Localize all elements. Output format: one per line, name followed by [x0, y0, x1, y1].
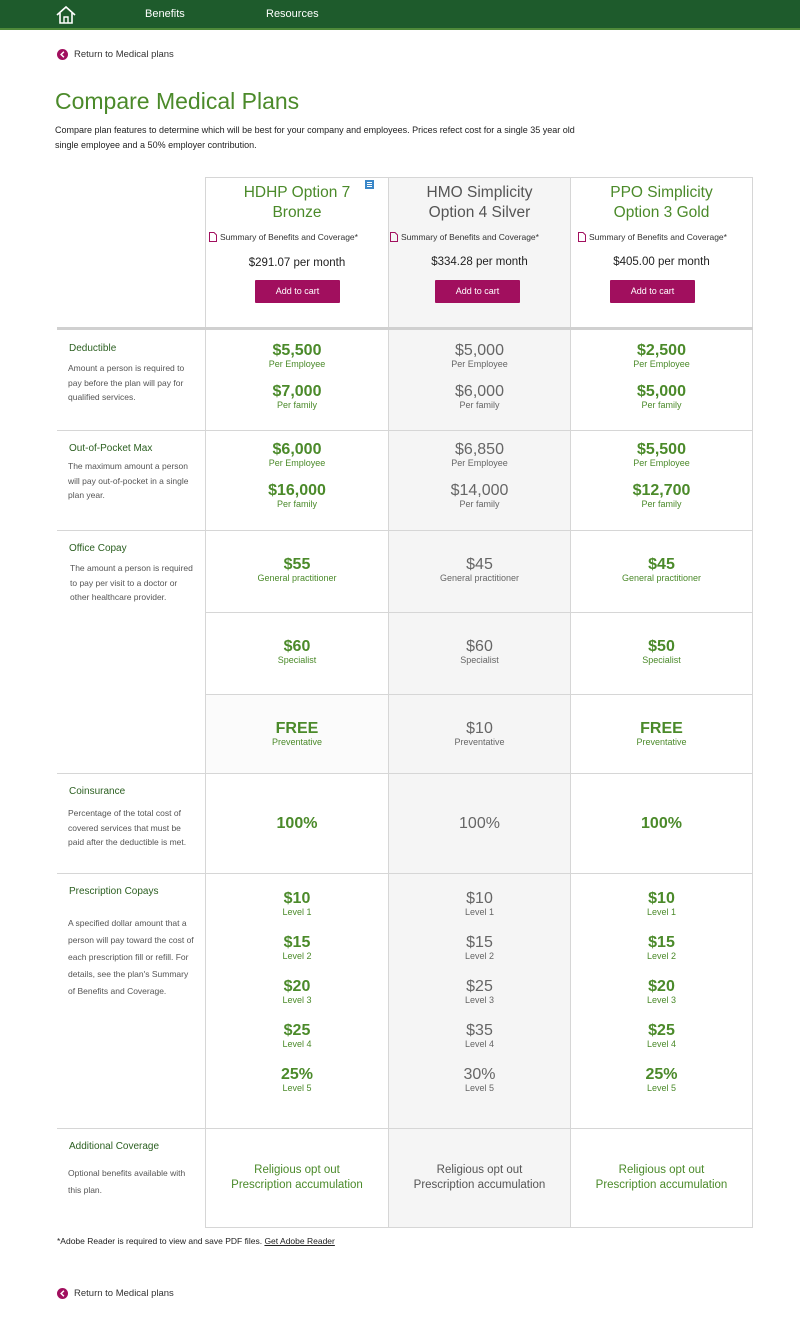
- footnote: *Adobe Reader is required to view and sa…: [57, 1236, 335, 1246]
- plan-name-hdhp: HDHP Option 7 Bronze: [243, 184, 351, 221]
- rx-hmo: $10 Level 1 $15 Level 2 $25 Level 3 $35 Leve…: [463, 890, 496, 1093]
- document-icon: [578, 232, 586, 242]
- oop-hmo: $6,850 Per Employee $14,000 Per family: [450, 441, 509, 509]
- row-divider: [57, 773, 753, 774]
- row-divider: [205, 177, 753, 178]
- copay-preventative-hmo: $10 Preventative: [454, 720, 505, 747]
- sbc-link-hdhp[interactable]: Summary of Benefits and Coverage*: [209, 232, 358, 242]
- top-nav-bar: Benefits Resources: [0, 0, 800, 30]
- home-icon[interactable]: [55, 4, 77, 26]
- copay-specialist-hdhp: $60 Specialist: [277, 638, 317, 665]
- sbc-link-ppo[interactable]: Summary of Benefits and Coverage*: [578, 232, 727, 242]
- plan-name-hmo: HMO Simplicity Option 4 Silver: [426, 184, 533, 221]
- copay-specialist-ppo: $50 Specialist: [642, 638, 681, 665]
- additional-ppo: Religious opt out Prescription accumulati…: [595, 1164, 728, 1191]
- coinsurance-hmo: 100%: [459, 815, 500, 832]
- price-hmo: $334.28 per month: [431, 256, 528, 268]
- oop-ppo: $5,500 Per Employee $12,700 Per family: [632, 441, 691, 509]
- copay-gp-hmo: $45 General practitioner: [439, 556, 520, 583]
- row-desc-rx: A specified dollar amount that a person …: [68, 918, 194, 996]
- row-desc-additional: Optional benefits available with this pl…: [68, 1168, 186, 1195]
- intro-text: Compare plan features to determine which…: [55, 125, 575, 150]
- row-desc-oop: The maximum amount a person will pay out…: [68, 461, 189, 500]
- row-desc-coinsurance: Percentage of the total cost of covered …: [68, 808, 187, 847]
- list-icon[interactable]: [365, 180, 374, 189]
- price-ppo: $405.00 per month: [613, 256, 710, 268]
- deductible-ppo: $2,500 Per Employee $5,000 Per family: [633, 342, 690, 410]
- add-to-cart-button-hmo[interactable]: Add to cart: [435, 280, 520, 303]
- col-divider: [388, 177, 389, 1228]
- document-icon: [390, 232, 398, 242]
- get-adobe-reader-link[interactable]: Get Adobe Reader: [264, 1236, 335, 1246]
- rx-ppo: $10 Level 1 $15 Level 2 $20 Level 3 $25 Leve…: [645, 890, 678, 1093]
- document-icon: [209, 232, 217, 242]
- row-divider: [57, 873, 753, 874]
- row-title-deductible: Deductible: [69, 343, 117, 354]
- copay-preventative-hdhp: FREE Preventative: [271, 720, 323, 747]
- arrow-left-circle-icon: [57, 1288, 68, 1299]
- row-divider: [205, 1227, 753, 1228]
- copay-specialist-hmo: $60 Specialist: [460, 638, 499, 665]
- nav-resources[interactable]: Resources: [266, 8, 319, 20]
- additional-hmo: Religious opt out Prescription accumulati…: [413, 1164, 546, 1191]
- copay-preventative-ppo: FREE Preventative: [636, 720, 687, 747]
- row-title-copay: Office Copay: [69, 543, 127, 554]
- arrow-left-circle-icon: [57, 49, 68, 60]
- row-divider: [205, 694, 753, 695]
- sbc-link-hmo[interactable]: Summary of Benefits and Coverage*: [390, 232, 539, 242]
- preventative-bg: [206, 695, 388, 773]
- row-desc-deductible: Amount a person is required to pay befor…: [68, 363, 185, 402]
- row-title-additional: Additional Coverage: [69, 1141, 160, 1152]
- return-link-top[interactable]: Return to Medical plans: [57, 49, 174, 60]
- nav-benefits[interactable]: Benefits: [145, 8, 185, 20]
- row-title-coinsurance: Coinsurance: [69, 786, 126, 797]
- deductible-hmo: $5,000 Per Employee $6,000 Per family: [451, 342, 508, 410]
- footnote-text: *Adobe Reader is required to view and sa…: [57, 1236, 263, 1246]
- return-link-label: Return to Medical plans: [74, 1288, 174, 1299]
- row-title-rx: Prescription Copays: [69, 886, 159, 897]
- row-divider: [57, 430, 753, 431]
- page-title: Compare Medical Plans: [55, 88, 300, 114]
- deductible-hdhp: $5,500 Per Employee $7,000 Per family: [268, 342, 326, 410]
- copay-gp-hdhp: $55 General practitioner: [257, 556, 337, 583]
- coinsurance-ppo: 100%: [641, 815, 682, 832]
- price-hdhp: $291.07 per month: [248, 257, 346, 269]
- rx-hdhp: $10 Level 1 $15 Level 2 $20 Level 3 $25 Leve…: [280, 890, 314, 1093]
- col-divider: [205, 177, 206, 1228]
- row-desc-copay: The amount a person is required to pay p…: [70, 563, 193, 602]
- additional-hdhp: Religious opt out Prescription accumulati…: [231, 1164, 363, 1191]
- row-title-oop: Out-of-Pocket Max: [69, 443, 153, 454]
- return-link-bottom[interactable]: Return to Medical plans: [57, 1288, 174, 1299]
- row-divider: [57, 530, 753, 531]
- row-divider: [205, 612, 753, 613]
- oop-hdhp: $6,000 Per Employee $16,000 Per family: [268, 441, 326, 509]
- col-divider: [570, 177, 571, 1228]
- add-to-cart-button-hdhp[interactable]: Add to cart: [255, 280, 340, 303]
- copay-gp-ppo: $45 General practitioner: [621, 556, 702, 583]
- row-divider: [57, 1128, 753, 1129]
- coinsurance-hdhp: 100%: [276, 815, 318, 832]
- col-divider: [752, 177, 753, 1228]
- return-link-label: Return to Medical plans: [74, 49, 174, 60]
- add-to-cart-button-ppo[interactable]: Add to cart: [610, 280, 695, 303]
- plan-name-ppo: PPO Simplicity Option 3 Gold: [610, 184, 713, 221]
- header-divider: [57, 327, 753, 330]
- hmo-column-bg: [389, 178, 570, 1228]
